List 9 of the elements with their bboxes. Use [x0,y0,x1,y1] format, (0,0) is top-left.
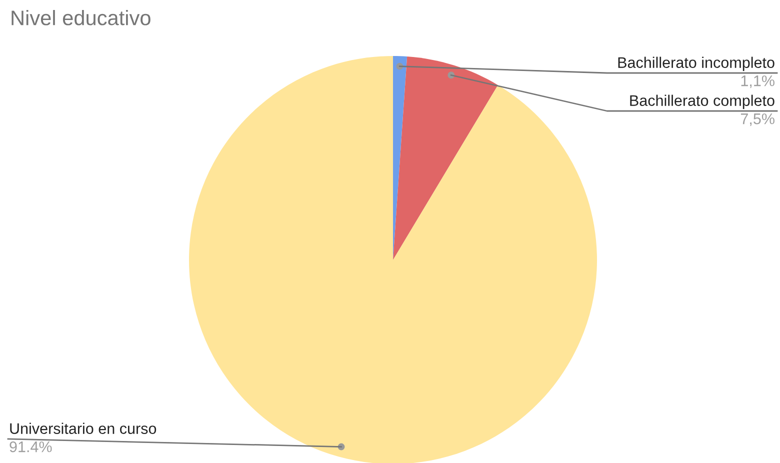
pie-slice [189,56,597,463]
chart-title: Nivel educativo [12,10,150,26]
slice-label: Bachillerato completo [630,94,774,109]
slice-label: Universitario en curso [10,422,156,434]
data-label: 91.4% [10,441,52,452]
slice-label: Bachillerato incompleto [618,56,774,71]
data-label: 1,1% [741,75,774,88]
data-label: 7,5% [740,113,774,126]
pie-slice [393,56,498,260]
